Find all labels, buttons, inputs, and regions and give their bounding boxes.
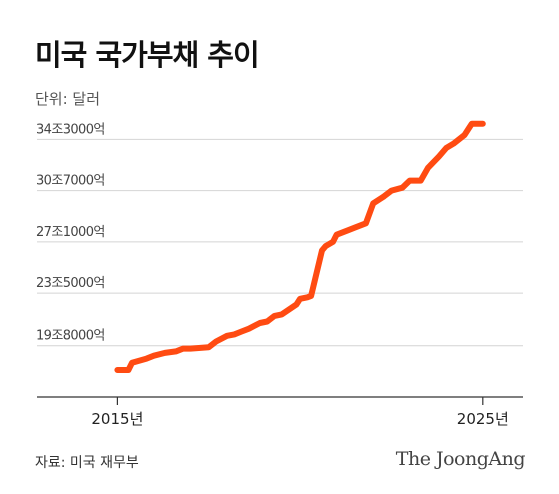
x-axis-ticks: 2015년 2025년	[91, 397, 509, 428]
source-note: 자료: 미국 재무부	[35, 455, 139, 471]
grid-lines	[37, 138, 523, 347]
chart-title: 미국 국가부채 추이	[35, 38, 260, 72]
y-axis-ticks: 19조8000억 23조5000억 27조1000억 30조7000억 34조3000억	[36, 122, 105, 343]
y-tick-label: 23조5000억	[36, 276, 105, 291]
y-tick-label: 27조1000억	[36, 225, 105, 240]
publisher-logo: The JoongAng	[395, 448, 526, 470]
y-tick-label: 30조7000억	[36, 174, 105, 189]
y-tick-label: 34조3000억	[36, 122, 105, 137]
x-tick-label: 2025년	[457, 410, 509, 428]
x-tick-label: 2015년	[91, 410, 143, 428]
series-line-debt	[114, 120, 486, 373]
unit-label: 단위: 달러	[35, 90, 101, 108]
y-tick-label: 19조8000억	[36, 329, 105, 344]
